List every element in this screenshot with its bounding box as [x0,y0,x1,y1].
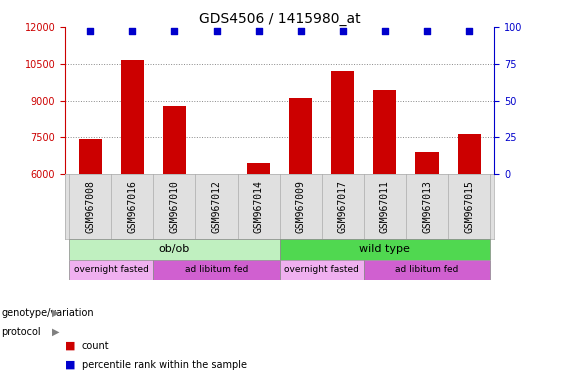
Bar [247,162,270,174]
Bar [289,98,312,174]
Title: GDS4506 / 1415980_at: GDS4506 / 1415980_at [199,12,360,26]
Text: GSM967010: GSM967010 [170,180,180,233]
Text: overnight fasted: overnight fasted [74,265,149,275]
Text: GSM967013: GSM967013 [422,180,432,233]
Bar [373,89,397,174]
Bar [69,260,153,280]
Text: GSM967016: GSM967016 [127,180,137,233]
Bar [415,152,438,174]
Bar [79,139,102,174]
Text: ■: ■ [65,341,76,351]
Point [338,28,347,34]
Text: ad libitum fed: ad libitum fed [396,265,459,275]
Bar [280,260,364,280]
Text: GSM967009: GSM967009 [295,180,306,233]
Text: ad libitum fed: ad libitum fed [185,265,248,275]
Bar [69,239,280,260]
Text: GSM967017: GSM967017 [338,180,348,233]
Point [254,28,263,34]
Text: percentile rank within the sample: percentile rank within the sample [82,360,247,370]
Bar [331,71,354,174]
Text: genotype/variation: genotype/variation [1,308,94,318]
Point [128,28,137,34]
Bar [121,60,144,174]
Text: protocol: protocol [1,327,41,337]
Point [86,28,95,34]
Text: count: count [82,341,110,351]
Point [170,28,179,34]
Text: overnight fasted: overnight fasted [284,265,359,275]
Text: ▶: ▶ [52,327,59,337]
Bar [163,106,186,174]
Text: wild type: wild type [359,244,410,254]
Point [380,28,389,34]
Point [296,28,305,34]
Text: ▶: ▶ [52,308,59,318]
Point [464,28,473,34]
Text: GSM967008: GSM967008 [85,180,95,233]
Bar [364,260,490,280]
Text: GSM967014: GSM967014 [254,180,264,233]
Text: GSM967011: GSM967011 [380,180,390,233]
Text: GSM967015: GSM967015 [464,180,474,233]
Text: ■: ■ [65,360,76,370]
Text: ob/ob: ob/ob [159,244,190,254]
Point [212,28,221,34]
Bar [153,260,280,280]
Bar [280,239,490,260]
Point [423,28,432,34]
Text: GSM967012: GSM967012 [211,180,221,233]
Bar [458,134,481,174]
